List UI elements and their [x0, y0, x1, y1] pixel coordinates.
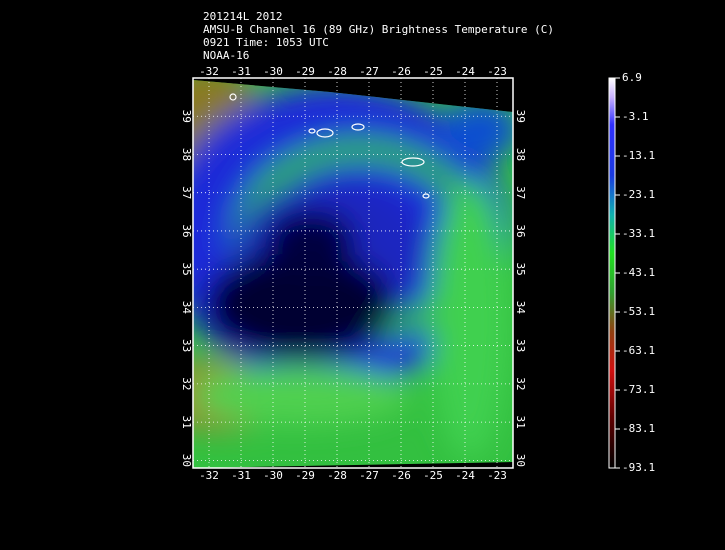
lat-label-right: 39 [514, 110, 527, 123]
lat-label-right: 30 [514, 454, 527, 467]
colorbar-label: -43.1 [622, 266, 655, 279]
grid [193, 78, 513, 468]
colorbar-label: -33.1 [622, 227, 655, 240]
lon-label-top: -30 [263, 65, 283, 78]
lon-label-bottom: -25 [423, 469, 443, 482]
lat-label-right: 38 [514, 148, 527, 161]
lat-label-right: 37 [514, 186, 527, 199]
lon-label-bottom: -31 [231, 469, 251, 482]
lat-label-right: 34 [514, 301, 527, 315]
lon-label-top: -28 [327, 65, 347, 78]
header-line: NOAA-16 [203, 49, 249, 62]
colorbar-label: 6.9 [622, 71, 642, 84]
lat-label-left: 30 [180, 454, 193, 467]
map-frame [192, 77, 514, 469]
lat-label-right: 36 [514, 224, 527, 237]
imagery [193, 80, 513, 468]
lat-label-right: 33 [514, 339, 527, 352]
lat-label-left: 37 [180, 186, 193, 199]
lat-label-left: 35 [180, 263, 193, 276]
lat-label-left: 39 [180, 110, 193, 123]
header-line: 201214L 2012 [203, 10, 282, 23]
lon-label-top: -24 [455, 65, 475, 78]
lon-label-top: -31 [231, 65, 251, 78]
lat-label-right: 31 [514, 415, 527, 428]
colorbar-label: -13.1 [622, 149, 655, 162]
lon-label-bottom: -32 [199, 469, 219, 482]
lat-label-left: 36 [180, 224, 193, 237]
lon-label-top: -27 [359, 65, 379, 78]
lon-label-bottom: -27 [359, 469, 379, 482]
lon-label-top: -26 [391, 65, 411, 78]
lon-label-bottom: -24 [455, 469, 475, 482]
lat-label-left: 32 [180, 377, 193, 390]
header-line: 0921 Time: 1053 UTC [203, 36, 329, 49]
lon-label-bottom: -29 [295, 469, 315, 482]
colorbar-label: -23.1 [622, 188, 655, 201]
lon-label-top: -29 [295, 65, 315, 78]
lat-label-left: 33 [180, 339, 193, 352]
lat-label-left: 34 [180, 301, 193, 315]
lon-label-bottom: -30 [263, 469, 283, 482]
lon-label-top: -23 [487, 65, 507, 78]
lon-label-bottom: -23 [487, 469, 507, 482]
lon-label-bottom: -26 [391, 469, 411, 482]
lon-label-top: -32 [199, 65, 219, 78]
lat-label-left: 31 [180, 415, 193, 428]
lat-label-right: 35 [514, 263, 527, 276]
colorbar-label: -73.1 [622, 383, 655, 396]
colorbar [608, 77, 616, 469]
header-line: AMSU-B Channel 16 (89 GHz) Brightness Te… [203, 23, 554, 36]
lon-label-top: -25 [423, 65, 443, 78]
lat-label-left: 38 [180, 148, 193, 161]
colorbar-label: -93.1 [622, 461, 655, 474]
colorbar-label: -53.1 [622, 305, 655, 318]
colorbar-label: -83.1 [622, 422, 655, 435]
lon-label-bottom: -28 [327, 469, 347, 482]
lat-label-right: 32 [514, 377, 527, 390]
colorbar-label: -3.1 [622, 110, 649, 123]
colorbar-label: -63.1 [622, 344, 655, 357]
